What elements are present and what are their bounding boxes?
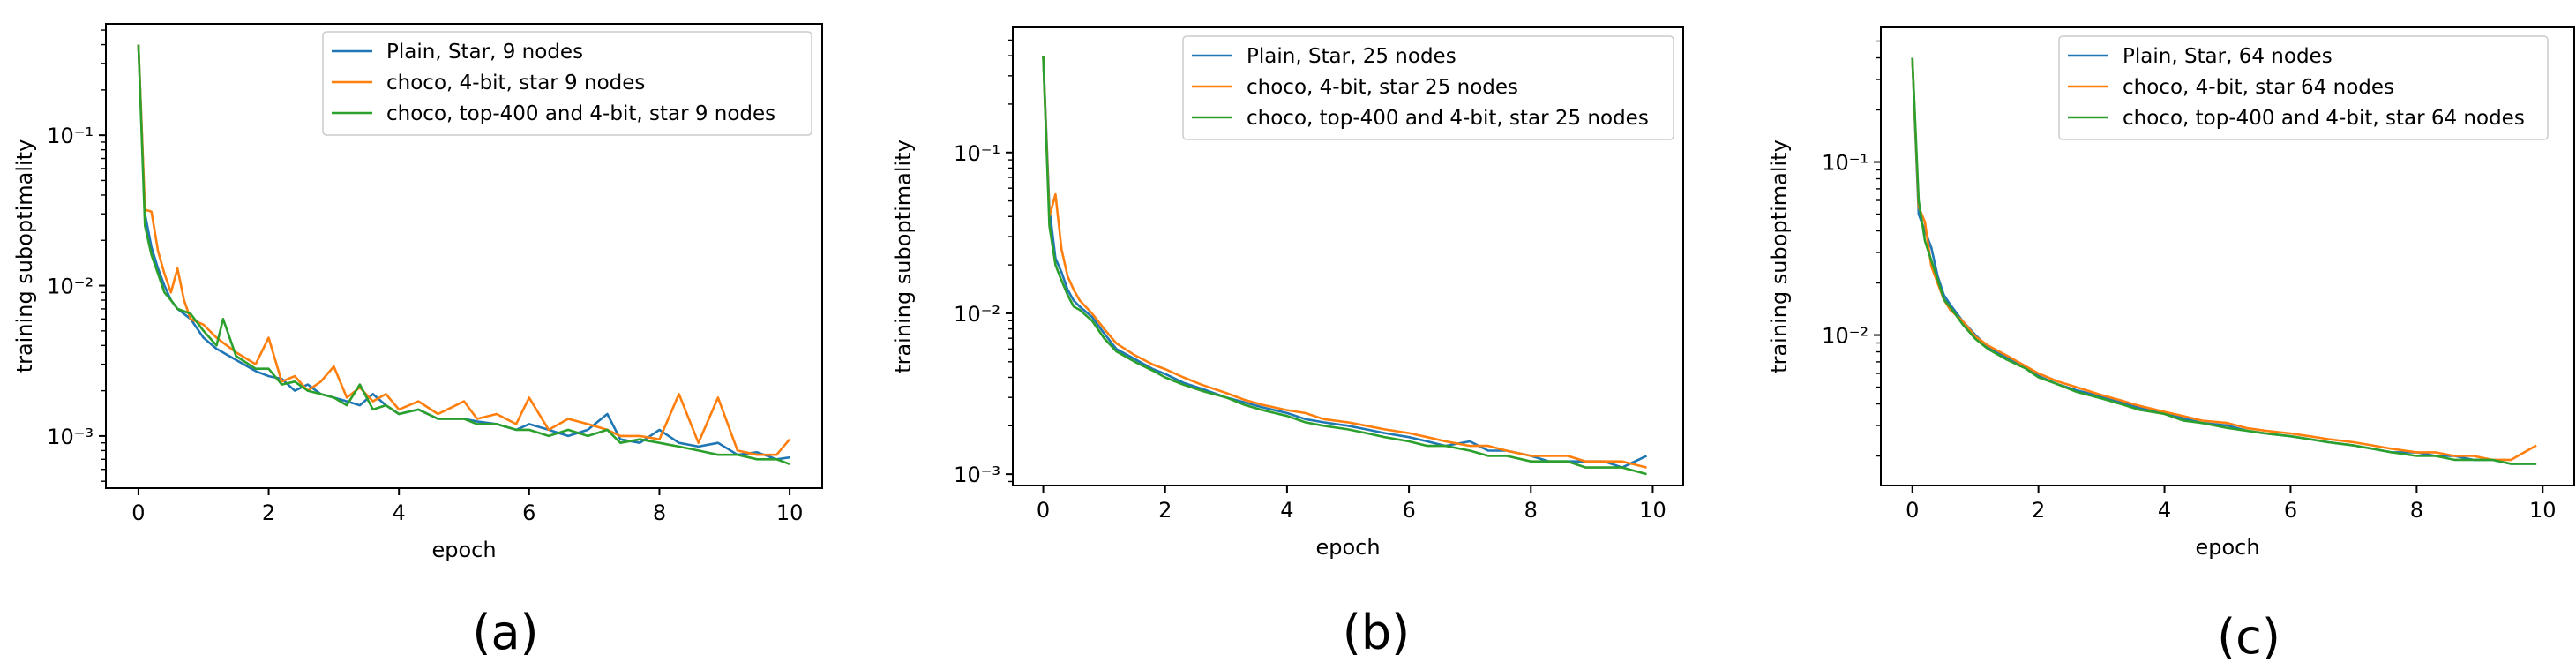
series-line-2 [1042,56,1647,469]
x-tick-label: 0 [131,501,145,525]
legend: Plain, Star, 64 nodes choco, 4-bit, star … [2058,35,2549,140]
x-tick-label: 2 [2032,498,2045,523]
legend-label-3: choco, top-400 and 4-bit, star 9 nodes [386,102,775,125]
legend-label-2: choco, 4-bit, star 64 nodes [2123,76,2394,99]
legend-label-2: choco, 4-bit, star 9 nodes [386,72,645,94]
x-tick-label: 10 [1639,498,1666,523]
x-tick-label: 8 [653,501,666,525]
y-axis-label: training suboptimality [12,139,37,373]
legend-label-1: Plain, Star, 25 nodes [1247,45,1456,68]
x-tick-label: 4 [1280,498,1293,523]
series-line-3 [137,44,790,466]
x-tick-label: 6 [522,501,535,525]
y-tick-label: 10⁻² [954,302,1000,327]
plot-frame [1880,26,2575,486]
x-tick-label: 4 [2158,498,2171,523]
legend-label-3: choco, top-400 and 4-bit, star 64 nodes [2123,107,2525,130]
y-tick-label: 10⁻² [47,275,94,299]
y-axis-label: training suboptimality [1767,139,1792,373]
panel-caption: (a) [472,605,538,660]
y-tick-label: 10⁻¹ [47,124,94,148]
series-line-3 [1042,56,1647,476]
x-tick-label: 0 [1037,498,1050,523]
x-tick-label: 8 [2410,498,2423,523]
plot-frame [105,23,823,489]
legend-box [322,31,812,136]
x-tick-label: 8 [1524,498,1538,523]
x-tick-label: 0 [1906,498,1919,523]
legend: Plain, Star, 9 nodes choco, 4-bit, star 9… [322,31,812,136]
plot-frame [1012,26,1684,486]
legend-box [2058,35,2549,140]
legend-label-1: Plain, Star, 64 nodes [2123,45,2333,68]
y-tick-label: 10⁻¹ [1822,151,1868,176]
y-tick-label: 10⁻³ [47,425,94,449]
legend-label-1: Plain, Star, 9 nodes [386,41,583,64]
x-tick-label: 4 [393,501,406,525]
x-tick-label: 2 [262,501,275,525]
x-axis-label: epoch [431,538,496,562]
series-line-3 [1911,57,2537,465]
x-tick-label: 6 [2284,498,2297,523]
chart-panel-2: 0 2 4 6 8 10 10⁻³ 10⁻² 10⁻¹ epoch training subopti… [891,26,1684,660]
x-tick-label: 10 [2529,498,2557,523]
series-line-2 [1911,57,2537,462]
y-tick-label: 10⁻² [1822,324,1868,349]
series-line-2 [137,44,791,456]
legend-label-3: choco, top-400 and 4-bit, star 25 nodes [1247,107,1649,130]
x-axis-label: epoch [2195,535,2259,560]
panel-caption: (b) [1343,605,1410,660]
x-tick-label: 2 [1158,498,1172,523]
y-axis-label: training suboptimality [891,139,916,373]
series-group [1911,57,2537,465]
x-tick-label: 10 [776,501,804,525]
y-tick-label: 10⁻³ [954,463,1000,487]
series-group [1042,56,1648,476]
legend-box [1182,35,1674,140]
chart-panel-3: 0 2 4 6 8 10 10⁻² 10⁻¹ epoch training suboptimali… [1767,26,2575,665]
chart-panel-1: 0 2 4 6 8 10 10⁻³ 10⁻² 10⁻¹ epoch training subopti… [12,23,823,660]
series-group [137,44,791,466]
x-tick-label: 6 [1402,498,1415,523]
legend: Plain, Star, 25 nodes choco, 4-bit, star … [1182,35,1674,140]
x-axis-label: epoch [1315,535,1380,560]
y-tick-label: 10⁻¹ [954,141,1000,166]
legend-label-2: choco, 4-bit, star 25 nodes [1247,76,1518,99]
panel-caption: (c) [2217,609,2280,665]
